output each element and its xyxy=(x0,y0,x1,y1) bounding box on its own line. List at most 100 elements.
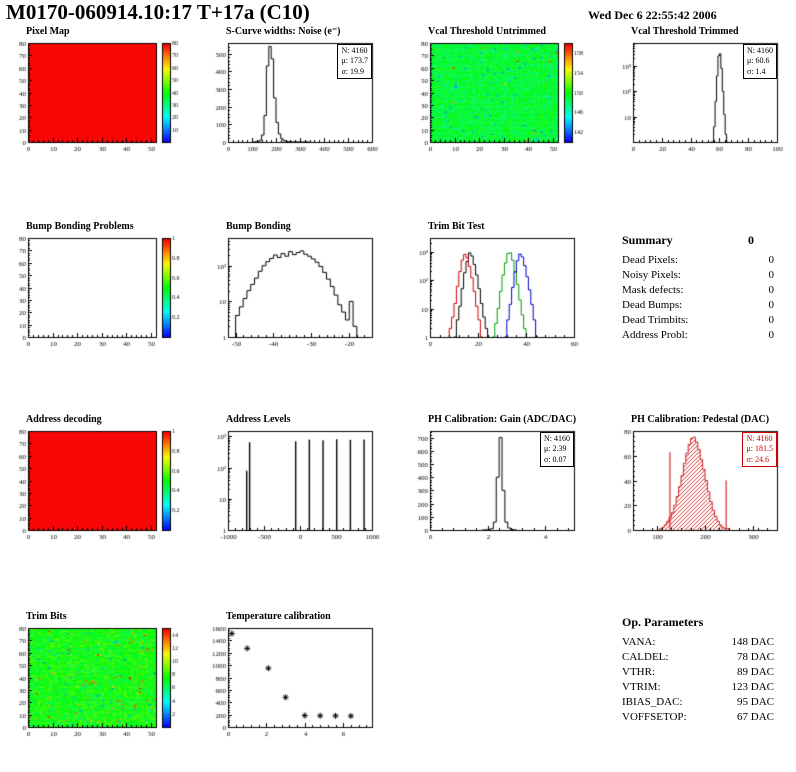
stats-box: N: 4160 μ: 2.39 σ: 0.07 xyxy=(540,432,574,468)
op-parameter-row-label: IBIAS_DAC: xyxy=(622,696,683,708)
summary-row-value: 0 xyxy=(768,314,775,326)
summary-row-value: 0 xyxy=(768,329,775,341)
trim-bit-test-canvas xyxy=(402,233,602,365)
summary-row: Mask defects: 0 xyxy=(622,283,774,298)
summary-row-label: Dead Trimbits: xyxy=(622,314,689,326)
summary-rows: Dead Pixels: 0 Noisy Pixels: 0 Mask defects:… xyxy=(622,253,774,343)
bump-problems-panel: Bump Bonding Problems xyxy=(0,221,202,371)
ph-gain-panel: PH Calibration: Gain (ADC/DAC) N: 4160 μ… xyxy=(402,414,604,564)
op-parameter-row-value: 123 DAC xyxy=(731,681,774,693)
op-parameters-title: Op. Parameters xyxy=(622,615,704,629)
bump-bonding-problems-canvas xyxy=(0,233,200,365)
summary-row-label: Noisy Pixels: xyxy=(622,269,681,281)
vcal-untrimmed-chart xyxy=(402,38,602,170)
scurve-noise-chart: N: 4160 μ: 173.7 σ: 19.9 xyxy=(200,38,400,170)
op-parameters-panel: Op. Parameters VANA: 148 DAC CALDEL: 78 DAC… xyxy=(622,615,774,725)
op-parameter-row-label: VTRIM: xyxy=(622,681,661,693)
vcal-untrimmed-panel: Vcal Threshold Untrimmed xyxy=(402,26,604,176)
stats-mean: μ: 181.5 xyxy=(746,444,773,454)
summary-row: Dead Trimbits: 0 xyxy=(622,313,774,328)
vcal-trimmed-chart: N: 4160 μ: 60.6 σ: 1.4 xyxy=(605,38,796,170)
op-parameter-row: CALDEL: 78 DAC xyxy=(622,650,774,665)
temperature-title: Temperature calibration xyxy=(226,611,331,622)
op-parameter-row-label: VANA: xyxy=(622,636,656,648)
stats-sigma: σ: 24.6 xyxy=(746,454,770,464)
op-parameter-row-value: 148 DAC xyxy=(731,636,774,648)
op-parameter-row: VTHR: 89 DAC xyxy=(622,665,774,680)
trim-bits-title: Trim Bits xyxy=(26,611,67,622)
ph-gain-chart: N: 4160 μ: 2.39 σ: 0.07 xyxy=(402,426,602,558)
bump-bonding-chart xyxy=(200,233,400,365)
summary-row-value: 0 xyxy=(768,299,775,311)
trim-bit-test-title: Trim Bit Test xyxy=(428,221,485,232)
summary-total: 0 xyxy=(748,233,754,247)
address-levels-panel: Address Levels xyxy=(200,414,402,564)
address-decoding-panel: Address decoding xyxy=(0,414,202,564)
bump-problems-chart xyxy=(0,233,200,365)
stats-sigma: σ: 1.4 xyxy=(747,66,766,76)
summary-title: Summary xyxy=(622,233,673,247)
stats-n: N: 4160 xyxy=(746,434,773,443)
op-parameter-row-label: CALDEL: xyxy=(622,651,669,663)
address-levels-title: Address Levels xyxy=(226,414,291,425)
vcal-trimmed-panel: Vcal Threshold Trimmed N: 4160 μ: 60.6 σ… xyxy=(605,26,796,176)
summary-header: Summary 0 xyxy=(622,233,774,248)
op-parameter-row-value: 95 DAC xyxy=(737,696,774,708)
trim-bit-test-panel: Trim Bit Test xyxy=(402,221,604,371)
ph-gain-title: PH Calibration: Gain (ADC/DAC) xyxy=(428,414,577,425)
stats-n: N: 4160 xyxy=(544,434,570,443)
summary-row-label: Dead Bumps: xyxy=(622,299,683,311)
pixel-map-chart xyxy=(0,38,200,170)
address-decoding-chart xyxy=(0,426,200,558)
address-decoding-canvas xyxy=(0,426,200,558)
stats-sigma: σ: 0.07 xyxy=(544,454,567,464)
summary-row: Noisy Pixels: 0 xyxy=(622,268,774,283)
stats-mean: μ: 2.39 xyxy=(544,444,567,454)
op-parameter-row: IBIAS_DAC: 95 DAC xyxy=(622,695,774,710)
summary-row-label: Mask defects: xyxy=(622,284,684,296)
address-decoding-title: Address decoding xyxy=(26,414,102,425)
stats-n: N: 4160 xyxy=(747,46,773,55)
address-levels-chart xyxy=(200,426,400,558)
op-parameter-row: VANA: 148 DAC xyxy=(622,635,774,650)
temperature-chart xyxy=(200,623,400,755)
address-levels-canvas xyxy=(200,426,400,558)
stats-sigma: σ: 19.9 xyxy=(341,66,365,76)
stats-mean: μ: 60.6 xyxy=(747,56,770,66)
trim-bits-canvas xyxy=(0,623,200,755)
scurve-noise-panel: S-Curve widths: Noise (e⁻) N: 4160 μ: 17… xyxy=(200,26,402,176)
trim-bit-test-chart xyxy=(402,233,602,365)
op-parameters-rows: VANA: 148 DAC CALDEL: 78 DAC VTHR: 89 DAC VTRI… xyxy=(622,635,774,725)
vcal-threshold-untrimmed-canvas xyxy=(402,38,602,170)
pixel-map-canvas xyxy=(0,38,200,170)
vcal-trimmed-title: Vcal Threshold Trimmed xyxy=(631,26,739,37)
vcal-untrimmed-title: Vcal Threshold Untrimmed xyxy=(428,26,546,37)
pixel-map-title: Pixel Map xyxy=(26,26,70,37)
bump-bonding-title: Bump Bonding xyxy=(226,221,291,232)
summary-row-value: 0 xyxy=(768,284,775,296)
stats-mean: μ: 173.7 xyxy=(341,56,368,66)
temperature-calibration-canvas xyxy=(200,623,400,755)
ph-pedestal-chart: N: 4160 μ: 181.5 σ: 24.6 xyxy=(605,426,796,558)
pixel-map-panel: Pixel Map xyxy=(0,26,202,176)
op-parameter-row: VOFFSETOP: 67 DAC xyxy=(622,710,774,725)
page-title: M0170-060914.10:17 T+17a (C10) xyxy=(6,0,310,24)
summary-row: Dead Bumps: 0 xyxy=(622,298,774,313)
op-parameter-row-label: VTHR: xyxy=(622,666,655,678)
summary-row: Address Probl: 0 xyxy=(622,328,774,343)
timestamp: Wed Dec 6 22:55:42 2006 xyxy=(588,8,717,22)
trim-bits-panel: Trim Bits xyxy=(0,611,202,761)
ph-pedestal-panel: PH Calibration: Pedestal (DAC) N: 4160 μ… xyxy=(605,414,796,564)
summary-row-label: Dead Pixels: xyxy=(622,254,678,266)
op-parameter-row: VTRIM: 123 DAC xyxy=(622,680,774,695)
scurve-noise-title: S-Curve widths: Noise (e⁻) xyxy=(226,26,341,37)
summary-row-value: 0 xyxy=(768,269,775,281)
stats-box: N: 4160 μ: 60.6 σ: 1.4 xyxy=(743,44,777,80)
op-parameter-row-value: 89 DAC xyxy=(737,666,774,678)
summary-row-value: 0 xyxy=(768,254,775,266)
stats-box: N: 4160 μ: 173.7 σ: 19.9 xyxy=(337,44,372,80)
bump-bonding-canvas xyxy=(200,233,400,365)
stats-box: N: 4160 μ: 181.5 σ: 24.6 xyxy=(742,432,777,468)
trim-bits-chart xyxy=(0,623,200,755)
bump-bonding-panel: Bump Bonding xyxy=(200,221,402,371)
